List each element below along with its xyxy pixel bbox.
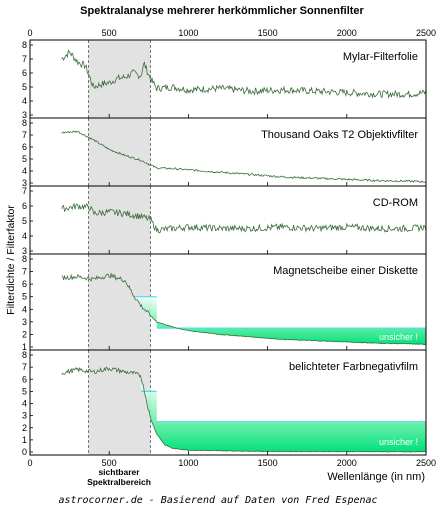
y-tick-label: 6 <box>22 68 27 78</box>
y-axis-label: Filterdichte / Filterfaktor <box>5 205 17 315</box>
visible-band <box>88 350 151 455</box>
y-tick-label: 8 <box>22 118 27 128</box>
series-line <box>61 130 426 183</box>
y-tick-label: 3 <box>22 178 27 188</box>
visible-region-label-line2: Spektralbereich <box>87 477 151 487</box>
series-name: CD-ROM <box>373 197 418 209</box>
x-tick-label-bottom: 500 <box>102 458 117 468</box>
x-tick-label-bottom: 2500 <box>416 458 436 468</box>
y-tick-label: 7 <box>22 362 27 372</box>
y-tick-label: 3 <box>22 411 27 421</box>
x-ticks-bottom: 0 500 1000 1500 2000 2500 <box>27 458 436 468</box>
y-tick-label: 7 <box>22 130 27 140</box>
panel-3: CD-ROM 3 4 5 6 7 <box>22 185 427 256</box>
visible-band <box>88 186 151 254</box>
y-tick-label: 4 <box>22 166 27 176</box>
y-tick-label: 6 <box>22 142 27 152</box>
series-line <box>61 49 427 99</box>
y-tick-label: 4 <box>22 96 27 106</box>
y-tick-label: 1 <box>22 435 27 445</box>
y-tick-label: 0 <box>22 447 27 457</box>
y-tick-label: 4 <box>22 399 27 409</box>
y-tick-label: 8 <box>22 254 27 264</box>
visible-region-label-line1: sichtbarer <box>98 467 140 477</box>
panel-4: unsicher ! Magnetscheibe einer Diskette 1 2… <box>22 253 427 352</box>
y-tick-label: 7 <box>22 54 27 64</box>
x-tick-label-bottom: 1500 <box>258 458 278 468</box>
y-tick-label: 8 <box>22 40 27 50</box>
series-name: Magnetscheibe einer Diskette <box>273 265 418 277</box>
y-tick-label: 3 <box>22 110 27 120</box>
y-tick-label: 3 <box>22 246 27 256</box>
y-tick-label: 8 <box>22 350 27 360</box>
y-tick-label: 4 <box>22 304 27 314</box>
y-tick-label: 2 <box>22 423 27 433</box>
y-tick-label: 1 <box>22 342 27 352</box>
series-line <box>61 272 426 346</box>
y-tick-label: 5 <box>22 216 27 226</box>
x-tick-label-top: 1000 <box>178 28 198 38</box>
y-tick-label: 4 <box>22 231 27 241</box>
chart-title: Spektralanalyse mehrerer herkömmlicher S… <box>80 5 364 17</box>
x-tick-label-top: 1500 <box>258 28 278 38</box>
credit-line: astrocorner.de - Basierend auf Daten von… <box>58 495 377 506</box>
uncertain-label: unsicher ! <box>379 332 418 342</box>
y-tick-label: 2 <box>22 329 27 339</box>
x-tick-label-top: 0 <box>27 28 32 38</box>
series-name: belichteter Farbnegativfilm <box>289 361 418 373</box>
y-tick-label: 5 <box>22 292 27 302</box>
y-tick-label: 3 <box>22 317 27 327</box>
series-line <box>61 202 427 234</box>
y-tick-label: 5 <box>22 82 27 92</box>
series-name: Mylar-Filterfolie <box>343 51 418 63</box>
y-tick-label: 7 <box>22 186 27 196</box>
uncertain-label: unsicher ! <box>379 437 418 447</box>
panel-frame <box>29 349 427 456</box>
panel-5: unsicher ! belichteter Farbnegativfilm 0 1 2… <box>22 349 427 457</box>
x-tick-label-top: 500 <box>102 28 117 38</box>
x-axis-label: Wellenlänge (in nm) <box>327 471 425 483</box>
series-line <box>61 366 426 453</box>
x-tick-label-bottom: 0 <box>27 458 32 468</box>
series-name: Thousand Oaks T2 Objektivfilter <box>261 129 418 141</box>
y-tick-label: 7 <box>22 267 27 277</box>
panel-2: Thousand Oaks T2 Objektivfilter 3 4 5 6 7 8 <box>22 117 427 188</box>
x-tick-label-top: 2000 <box>337 28 357 38</box>
panel-1: Mylar-Filterfolie 3 4 5 6 7 8 <box>22 39 427 120</box>
y-tick-label: 6 <box>22 201 27 211</box>
y-tick-label: 5 <box>22 386 27 396</box>
y-tick-label: 6 <box>22 374 27 384</box>
x-ticks-top: 0 500 1000 1500 2000 2500 <box>27 28 436 38</box>
x-tick-label-top: 2500 <box>416 28 436 38</box>
y-tick-label: 6 <box>22 279 27 289</box>
uncertain-fill <box>140 380 426 452</box>
y-tick-label: 5 <box>22 154 27 164</box>
x-tick-label-bottom: 2000 <box>337 458 357 468</box>
x-tick-label-bottom: 1000 <box>178 458 198 468</box>
